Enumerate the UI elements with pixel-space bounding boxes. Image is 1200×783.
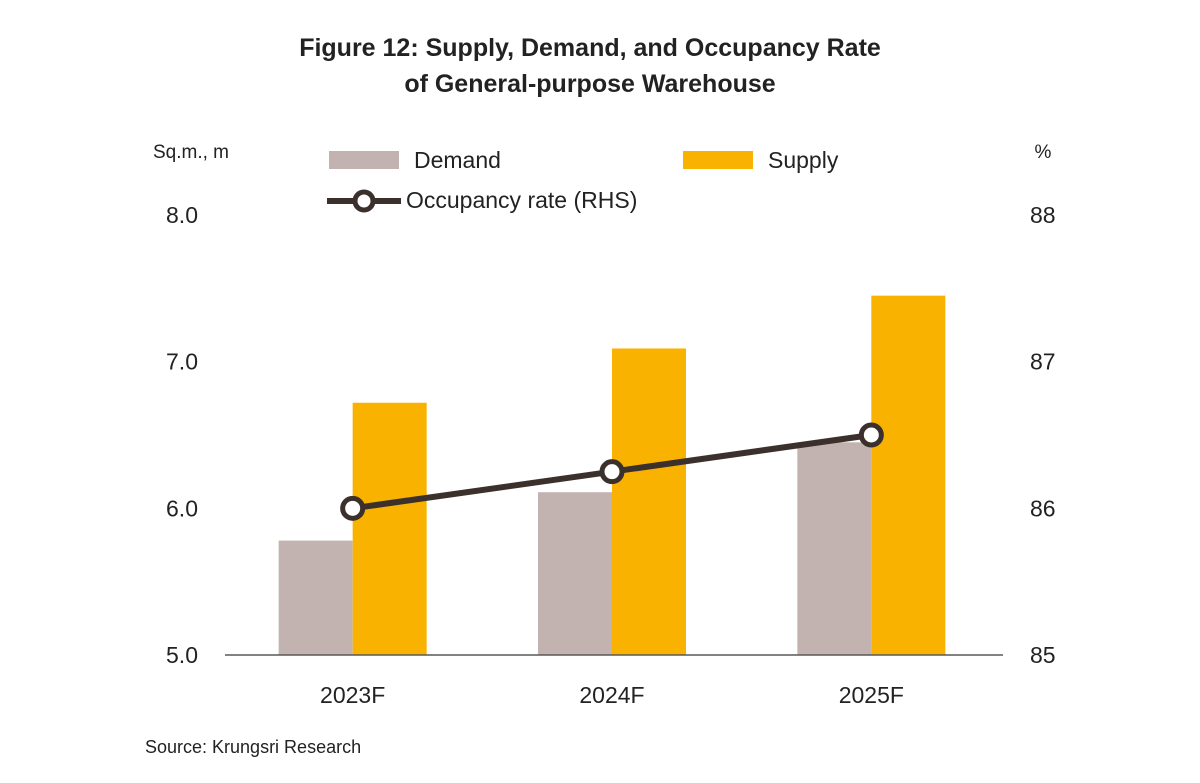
bar-demand: [278, 540, 353, 655]
y2-tick-label: 88: [1030, 202, 1056, 228]
left-axis-label: Sq.m., m: [153, 142, 229, 163]
legend-swatch-demand: [329, 151, 399, 169]
legend-label-demand: Demand: [414, 147, 501, 173]
y2-tick-label: 85: [1030, 642, 1056, 668]
y2-tick-label: 86: [1030, 495, 1056, 521]
occupancy-point: [858, 422, 884, 448]
x-tick-label: 2025F: [839, 682, 904, 708]
y-tick-label: 5.0: [166, 642, 198, 668]
right-axis-label: %: [1035, 142, 1052, 163]
bar-demand: [538, 492, 612, 655]
chart-title: Figure 12: Supply, Demand, and Occupancy…: [0, 30, 1180, 102]
bar-supply: [871, 295, 946, 655]
legend-swatch-occupancy-marker: [352, 189, 376, 213]
y-tick-label: 6.0: [166, 495, 198, 521]
legend-label-supply: Supply: [768, 147, 839, 173]
x-tick-label: 2023F: [320, 682, 385, 708]
legend-swatch-supply: [683, 151, 753, 169]
bar-demand: [797, 442, 872, 655]
y-tick-label: 7.0: [166, 349, 198, 375]
y2-tick-label: 87: [1030, 349, 1056, 375]
chart-title-line-1: Figure 12: Supply, Demand, and Occupancy…: [299, 34, 881, 62]
occupancy-point: [599, 459, 625, 485]
bar-supply: [612, 348, 686, 655]
bar-supply: [352, 402, 427, 655]
occupancy-point: [340, 495, 366, 521]
legend-label-occupancy: Occupancy rate (RHS): [406, 187, 637, 213]
source-note: Source: Krungsri Research: [145, 737, 362, 757]
y-tick-label: 8.0: [166, 202, 198, 228]
chart-title-line-2: of General-purpose Warehouse: [404, 70, 776, 98]
x-tick-label: 2024F: [579, 682, 644, 708]
